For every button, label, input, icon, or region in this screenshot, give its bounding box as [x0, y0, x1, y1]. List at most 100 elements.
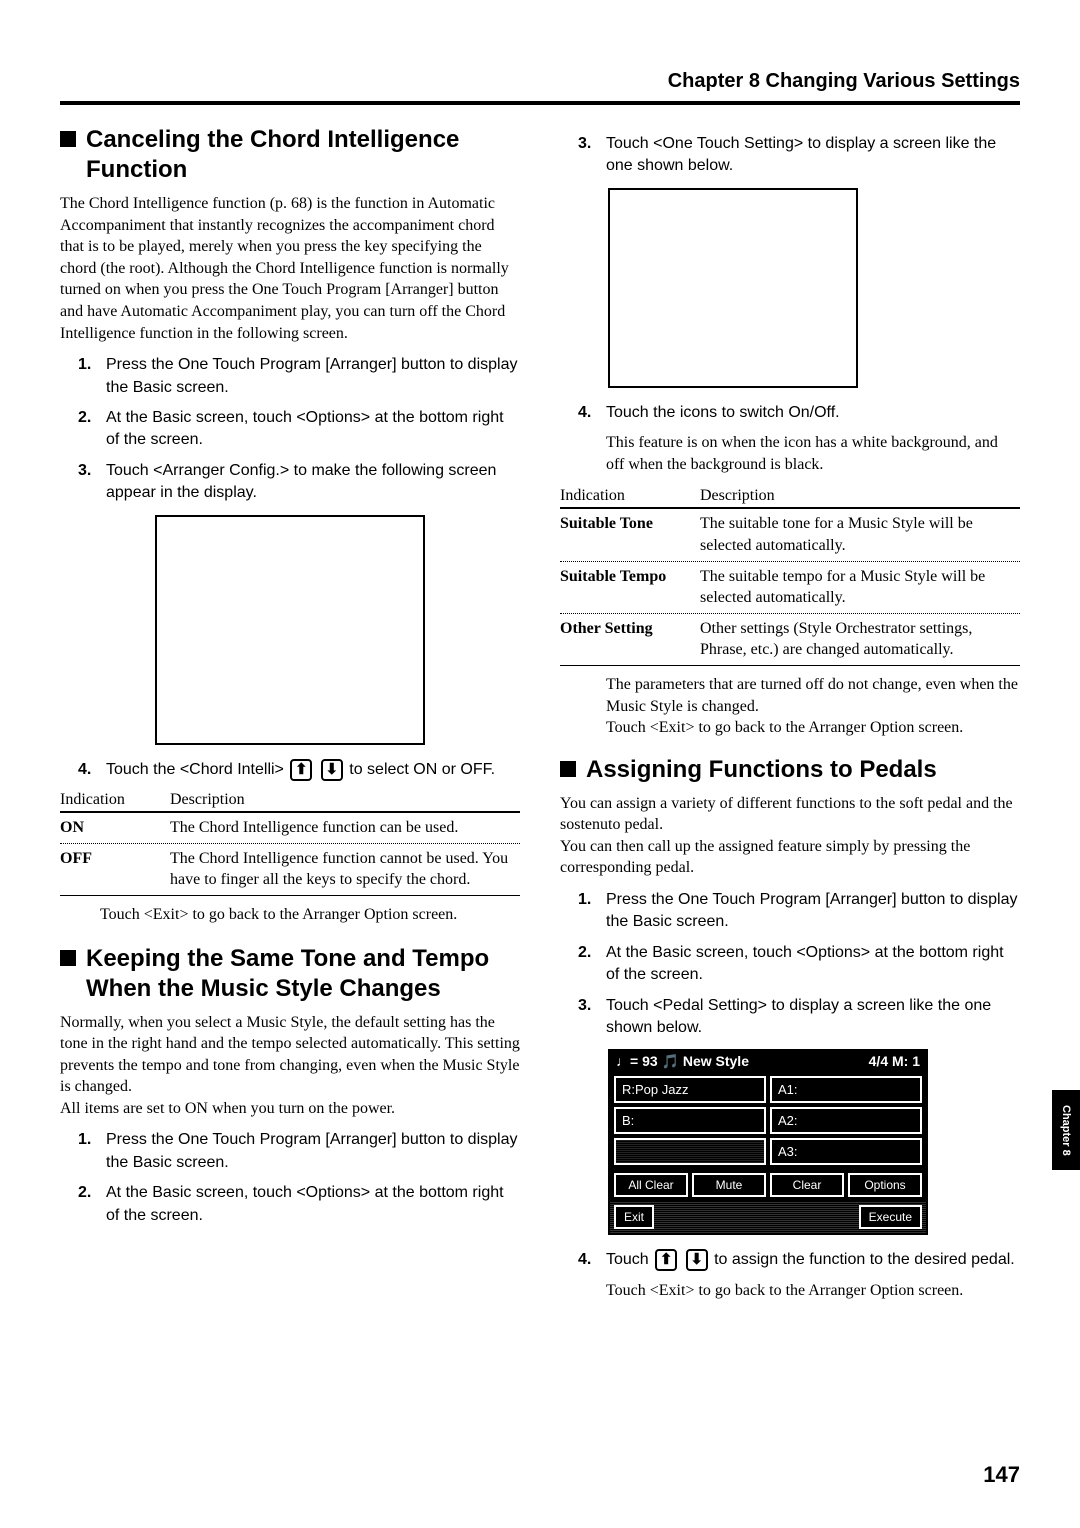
step-text: At the Basic screen, touch <Options> at … — [106, 407, 520, 452]
step-4: 4. Touch the icons to switch On/Off. — [578, 402, 1020, 424]
row-desc: The suitable tone for a Music Style will… — [700, 513, 1020, 556]
heading-text: Assigning Functions to Pedals — [586, 755, 937, 785]
lcd-mute-button: Mute — [692, 1173, 766, 1197]
step-note: This feature is on when the icon has a w… — [606, 432, 1020, 475]
step-number: 2. — [78, 407, 106, 452]
row-desc: The suitable tempo for a Music Style wil… — [700, 566, 1020, 609]
table-row: ON The Chord Intelligence function can b… — [60, 813, 520, 844]
step-text: At the Basic screen, touch <Options> at … — [106, 1182, 520, 1227]
lcd-exit-button: Exit — [614, 1205, 654, 1229]
screen-placeholder — [608, 188, 858, 388]
exit-note: Touch <Exit> to go back to the Arranger … — [606, 1280, 1020, 1302]
step-number: 3. — [578, 133, 606, 178]
lcd-clear-button: Clear — [770, 1173, 844, 1197]
step-number: 3. — [78, 460, 106, 505]
lcd-cell-b: B: — [614, 1107, 766, 1134]
step-text: Touch the icons to switch On/Off. — [606, 402, 1020, 424]
step-number: 1. — [78, 354, 106, 399]
step-3: 3. Touch <One Touch Setting> to display … — [578, 133, 1020, 178]
table-row: Other Setting Other settings (Style Orch… — [560, 614, 1020, 666]
step-number: 4. — [578, 402, 606, 424]
intro-text: You can assign a variety of different fu… — [560, 793, 1020, 879]
step-2: 2. At the Basic screen, touch <Options> … — [78, 1182, 520, 1227]
row-desc: The Chord Intelligence function cannot b… — [170, 848, 520, 891]
step-text: Press the One Touch Program [Arranger] b… — [606, 889, 1020, 934]
step-2: 2. At the Basic screen, touch <Options> … — [78, 407, 520, 452]
lcd-cell-r: R:Pop Jazz — [614, 1076, 766, 1103]
step-1: 1. Press the One Touch Program [Arranger… — [78, 354, 520, 399]
heading-text: Keeping the Same Tone and Tempo When the… — [86, 944, 520, 1004]
square-bullet-icon — [60, 950, 76, 966]
col-indication: Indication — [60, 791, 170, 809]
indication-table: Indication Description Suitable Tone The… — [560, 485, 1020, 666]
lcd-grid: R:Pop Jazz A1: B: A2: A3: — [610, 1072, 926, 1169]
square-bullet-icon — [60, 131, 76, 147]
step-text: Press the One Touch Program [Arranger] b… — [106, 354, 520, 399]
indication-table: Indication Description ON The Chord Inte… — [60, 789, 520, 896]
arrow-down-icon: ⬇ — [321, 759, 343, 781]
step-text: At the Basic screen, touch <Options> at … — [606, 942, 1020, 987]
square-bullet-icon — [560, 761, 576, 777]
step-number: 4. — [578, 1249, 606, 1272]
row-ind: Suitable Tempo — [560, 566, 700, 609]
after-table-note: The parameters that are turned off do no… — [606, 674, 1020, 739]
step-4: 4. Touch ⬆ ⬇ to assign the function to t… — [578, 1249, 1020, 1272]
col-indication: Indication — [560, 487, 700, 505]
lcd-bottom-row: Exit Execute — [610, 1201, 926, 1233]
lcd-top-bar: ♩= 93 🎵 New Style 4/4 M: 1 — [610, 1051, 926, 1072]
table-row: OFF The Chord Intelligence function cann… — [60, 844, 520, 896]
chapter-side-tab: Chapter 8 — [1052, 1090, 1080, 1170]
row-ind: OFF — [60, 848, 170, 891]
section-heading-cancel-chord: Canceling the Chord Intelligence Functio… — [60, 125, 520, 185]
lcd-all-clear-button: All Clear — [614, 1173, 688, 1197]
step4-part-b: to assign the function to the desired pe… — [714, 1252, 1015, 1269]
row-ind: ON — [60, 817, 170, 839]
section-heading-pedals: Assigning Functions to Pedals — [560, 755, 1020, 785]
col-description: Description — [170, 791, 245, 809]
lcd-cell-a1: A1: — [770, 1076, 922, 1103]
step-number: 2. — [578, 942, 606, 987]
lcd-cell-a3: A3: — [770, 1138, 922, 1165]
table-row: Suitable Tempo The suitable tempo for a … — [560, 562, 1020, 614]
heading-text: Canceling the Chord Intelligence Functio… — [86, 125, 520, 185]
step4-part-b: to select ON or OFF. — [349, 761, 495, 778]
arrow-up-icon: ⬆ — [655, 1249, 677, 1271]
table-row: Suitable Tone The suitable tone for a Mu… — [560, 509, 1020, 561]
lcd-execute-button: Execute — [859, 1205, 922, 1229]
lcd-tempo: ♩= 93 🎵 New Style — [616, 1053, 749, 1070]
left-column: Canceling the Chord Intelligence Functio… — [60, 125, 520, 1312]
step-text: Touch the <Chord Intelli> ⬆ ⬇ to select … — [106, 759, 520, 782]
col-description: Description — [700, 487, 775, 505]
step-text: Touch <One Touch Setting> to display a s… — [606, 133, 1020, 178]
lcd-button-row: All Clear Mute Clear Options — [610, 1169, 926, 1201]
step-number: 1. — [78, 1129, 106, 1174]
step-3: 3. Touch <Pedal Setting> to display a sc… — [578, 995, 1020, 1040]
arrow-up-icon: ⬆ — [290, 759, 312, 781]
row-desc: The Chord Intelligence function can be u… — [170, 817, 520, 839]
section-heading-keep-tone: Keeping the Same Tone and Tempo When the… — [60, 944, 520, 1004]
step-text: Touch ⬆ ⬇ to assign the function to the … — [606, 1249, 1020, 1272]
arrow-down-icon: ⬇ — [686, 1249, 708, 1271]
step-text: Touch <Pedal Setting> to display a scree… — [606, 995, 1020, 1040]
screen-placeholder — [155, 515, 425, 745]
lcd-cell-blank — [614, 1138, 766, 1165]
intro-text: Normally, when you select a Music Style,… — [60, 1012, 520, 1120]
page-number: 147 — [983, 1462, 1020, 1488]
right-column: 3. Touch <One Touch Setting> to display … — [560, 125, 1020, 1312]
step-number: 2. — [78, 1182, 106, 1227]
lcd-options-button: Options — [848, 1173, 922, 1197]
step-text: Touch <Arranger Config.> to make the fol… — [106, 460, 520, 505]
table-header: Indication Description — [560, 485, 1020, 508]
step-number: 3. — [578, 995, 606, 1040]
intro-text: The Chord Intelligence function (p. 68) … — [60, 193, 520, 344]
row-ind: Suitable Tone — [560, 513, 700, 556]
lcd-screen: ♩= 93 🎵 New Style 4/4 M: 1 R:Pop Jazz A1… — [608, 1049, 928, 1235]
step4-part-a: Touch the <Chord Intelli> — [106, 761, 284, 778]
step-1: 1. Press the One Touch Program [Arranger… — [578, 889, 1020, 934]
row-ind: Other Setting — [560, 618, 700, 661]
step-text: Press the One Touch Program [Arranger] b… — [106, 1129, 520, 1174]
table-header: Indication Description — [60, 789, 520, 812]
step-4: 4. Touch the <Chord Intelli> ⬆ ⬇ to sele… — [78, 759, 520, 782]
step-2: 2. At the Basic screen, touch <Options> … — [578, 942, 1020, 987]
step4-part-a: Touch — [606, 1252, 649, 1269]
